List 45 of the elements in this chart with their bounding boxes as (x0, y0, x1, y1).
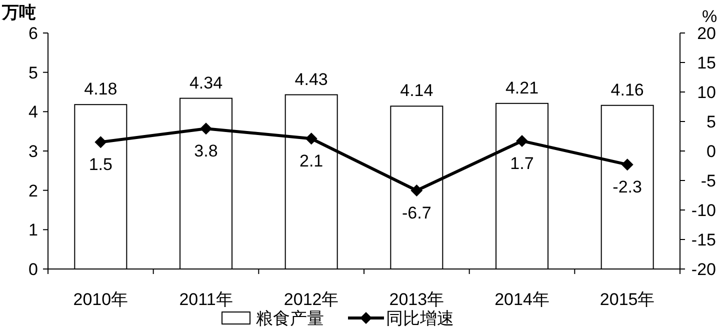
y2-tick-label: 15 (697, 54, 716, 72)
y2-tick-label: 20 (697, 24, 716, 43)
y-tick-label: 1 (28, 220, 38, 240)
data-label: 2.1 (300, 152, 324, 171)
data-label: 3.8 (194, 142, 218, 161)
data-label: -6.7 (402, 204, 432, 223)
data-label: -2.3 (612, 178, 642, 197)
x-tick-label: 2011年 (179, 290, 233, 309)
x-tick-label: 2013年 (389, 290, 444, 309)
y2-tick-label: 0 (706, 142, 716, 161)
data-label: 1.7 (510, 154, 534, 173)
同比增速: 1.5 3.8 2.1 -6.7 1.7 -2.3 (88, 122, 642, 223)
point (516, 134, 528, 147)
point (94, 136, 107, 148)
point (305, 132, 318, 145)
data-label: 4.21 (505, 78, 539, 98)
y2-tick-label: -15 (691, 230, 716, 250)
point (410, 184, 423, 197)
legend-label: 粮食产量 (256, 309, 324, 328)
data-label: 4.14 (400, 81, 434, 100)
legend-label: 同比增速 (386, 309, 454, 328)
data-label: 4.43 (294, 70, 328, 89)
x-tick-label: 2015年 (600, 290, 655, 309)
y-axis-title: 万吨 (1, 3, 36, 22)
y-tick-label: 5 (28, 63, 38, 82)
y2-tick-label: 5 (706, 112, 716, 132)
y2-axis-title: % (702, 7, 718, 26)
x-tick-label: 2012年 (284, 290, 339, 309)
y2-tick-label: -20 (691, 260, 716, 279)
y-tick-label: 2 (28, 181, 38, 200)
point (621, 158, 634, 171)
x-tick-label: 2014年 (494, 290, 550, 309)
data-label: 4.18 (84, 80, 118, 99)
point (200, 122, 212, 135)
y-tick-label: 6 (28, 24, 38, 43)
y2-tick-label: -5 (700, 172, 716, 190)
x-tick-label: 2010年 (73, 290, 128, 309)
data-label: 4.16 (610, 80, 644, 100)
data-label: 4.34 (189, 73, 223, 92)
y-tick-label: 4 (28, 102, 38, 122)
y2-tick-label: -10 (691, 201, 716, 220)
y-tick-label: 3 (28, 142, 38, 161)
y-tick-label: 0 (28, 260, 38, 279)
data-label: 1.5 (88, 155, 112, 174)
y2-tick-label: 10 (697, 83, 716, 102)
